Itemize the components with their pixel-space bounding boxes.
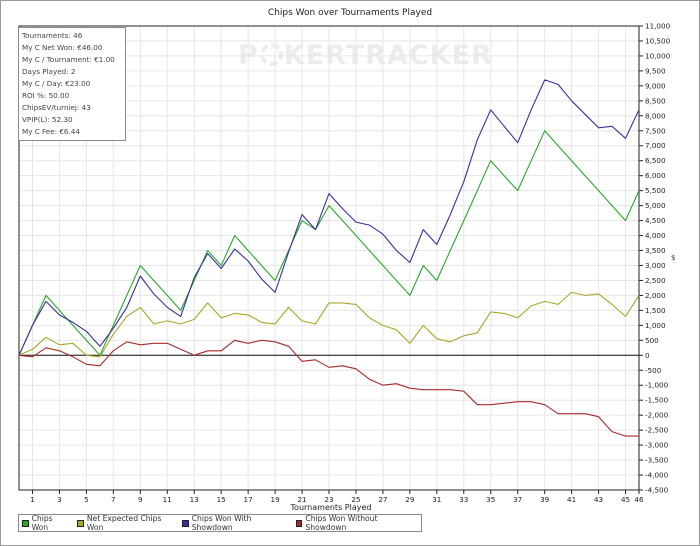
legend-swatch [182, 519, 189, 527]
legend-label: Chips Won [31, 514, 53, 532]
x-tick-label: 13 [190, 495, 199, 504]
stat-line: Days Played: 2 [22, 67, 76, 76]
y-tick-label: 0 [645, 351, 650, 360]
legend-label: Chips Won With Showdown [191, 514, 252, 532]
y-tick-label: 11,000 [645, 22, 671, 31]
y-tick-label: 4,500 [645, 216, 666, 225]
y-tick-label: 1,500 [645, 306, 666, 315]
legend-label: Net Expected Chips Won [86, 514, 162, 532]
x-tick-label: 5 [84, 495, 89, 504]
y-axis-label: $ [671, 254, 676, 262]
y-tick-label: 8,000 [645, 111, 666, 120]
x-tick-label: 11 [163, 495, 172, 504]
x-tick-label: 15 [217, 495, 226, 504]
y-tick-label: 4,000 [645, 231, 666, 240]
y-tick-label: 6,000 [645, 171, 666, 180]
x-tick-label: 31 [432, 495, 441, 504]
series-line-chips-won-without-showdown [18, 339, 639, 437]
series-line-chips-won-with-showdown [18, 79, 640, 356]
stat-line: ChipsEV/turniej: 43 [22, 103, 91, 112]
y-tick-label: -500 [645, 366, 662, 375]
x-tick-label: 35 [486, 495, 495, 504]
y-tick-label: -4,000 [645, 471, 669, 480]
x-tick-label: 1 [30, 495, 35, 504]
x-tick-label: 7 [111, 495, 116, 504]
x-tick-label: 23 [324, 495, 333, 504]
x-tick-label: 27 [378, 495, 387, 504]
y-tick-label: -4,500 [645, 486, 669, 495]
y-tick-label: 9,000 [645, 81, 666, 90]
x-tick-label: 9 [138, 495, 143, 504]
stat-line: My C / Tournament: €1.00 [22, 55, 115, 64]
y-tick-label: -1,000 [645, 381, 669, 390]
x-tick-label: 33 [459, 495, 468, 504]
stat-line: My C Fee: €6.44 [22, 127, 80, 136]
stat-line: VPIP(L): 52.30 [22, 115, 73, 124]
legend-swatch [77, 519, 84, 527]
y-tick-label: 500 [645, 336, 659, 345]
x-tick-label: 3 [57, 495, 62, 504]
stat-line: My C Net Won: €46.00 [22, 43, 103, 52]
y-tick-label: 7,500 [645, 126, 666, 135]
legend-label: Chips Won Without Showdown [305, 514, 378, 532]
stats-box: Tournaments: 46 My C Net Won: €46.00 My C … [18, 27, 126, 141]
x-tick-labels: 1 3 5 7 9 11 13 15 17 19 21 23 25 27 29 31 33 35 37 39 41 43 4… [30, 495, 644, 504]
legend-item: Net Expected Chips Won [77, 514, 173, 532]
legend-swatch [22, 519, 29, 527]
y-tick-label: 2,000 [645, 291, 666, 300]
y-tick-label: 7,000 [645, 141, 666, 150]
series-line-chips-won [18, 130, 640, 356]
y-tick-label: 3,500 [645, 246, 666, 255]
legend-item: Chips Won Without Showdown [295, 514, 412, 532]
x-tick-label: 17 [244, 495, 253, 504]
legend: Chips Won Net Expected Chips Won Chips Won… [18, 514, 422, 532]
x-axis-label: Tournaments Played [290, 503, 372, 512]
x-tick-label: 39 [540, 495, 550, 504]
y-tick-label: -3,000 [645, 441, 669, 450]
y-tick-label: 8,500 [645, 96, 666, 105]
x-tick-label: 19 [271, 495, 281, 504]
poker-chip-icon [259, 43, 283, 66]
y-tick-label: -1,500 [645, 396, 669, 405]
y-tick-label: 3,000 [645, 261, 666, 270]
x-tick-label: 25 [351, 495, 360, 504]
legend-swatch [295, 519, 303, 527]
x-tick-label: 21 [297, 495, 306, 504]
y-tick-label: 10,000 [645, 51, 671, 60]
plot-border [18, 25, 640, 491]
y-tick-label: 5,000 [645, 201, 666, 210]
series-line-net-expected-chips-won [18, 291, 640, 358]
y-tick-label: 2,500 [645, 276, 666, 285]
x-tick-label: 37 [513, 495, 522, 504]
y-tick-label: 6,500 [645, 156, 666, 165]
y-tick-label: 9,500 [645, 66, 666, 75]
legend-item: Chips Won [22, 514, 68, 532]
stat-line: My C / Day: €23.00 [22, 79, 91, 88]
y-tick-label: 5,500 [645, 186, 666, 195]
y-tick-label: -3,500 [645, 456, 669, 465]
axis-layer [18, 25, 643, 494]
x-tick-label: 46 [634, 495, 644, 504]
x-tick-label: 43 [594, 495, 603, 504]
x-tick-label: 29 [405, 495, 415, 504]
y-tick-label: -2,500 [645, 426, 669, 435]
y-tick-label: 10,500 [645, 36, 671, 45]
legend-item: Chips Won With Showdown [182, 514, 287, 532]
y-tick-label: 1,000 [645, 321, 666, 330]
x-tick-label: 45 [621, 495, 630, 504]
stat-line: ROI %: 50.00 [22, 91, 70, 100]
x-tick-label: 41 [567, 495, 576, 504]
stat-line: Tournaments: 46 [22, 31, 83, 40]
y-tick-label: -2,000 [645, 411, 669, 420]
chart-title: Chips Won over Tournaments Played [267, 8, 433, 18]
y-tick-labels: -4,500 -4,000 -3,500 -3,000 -2,500 -2,000 -1,5… [645, 22, 671, 495]
series-layer [18, 79, 640, 437]
